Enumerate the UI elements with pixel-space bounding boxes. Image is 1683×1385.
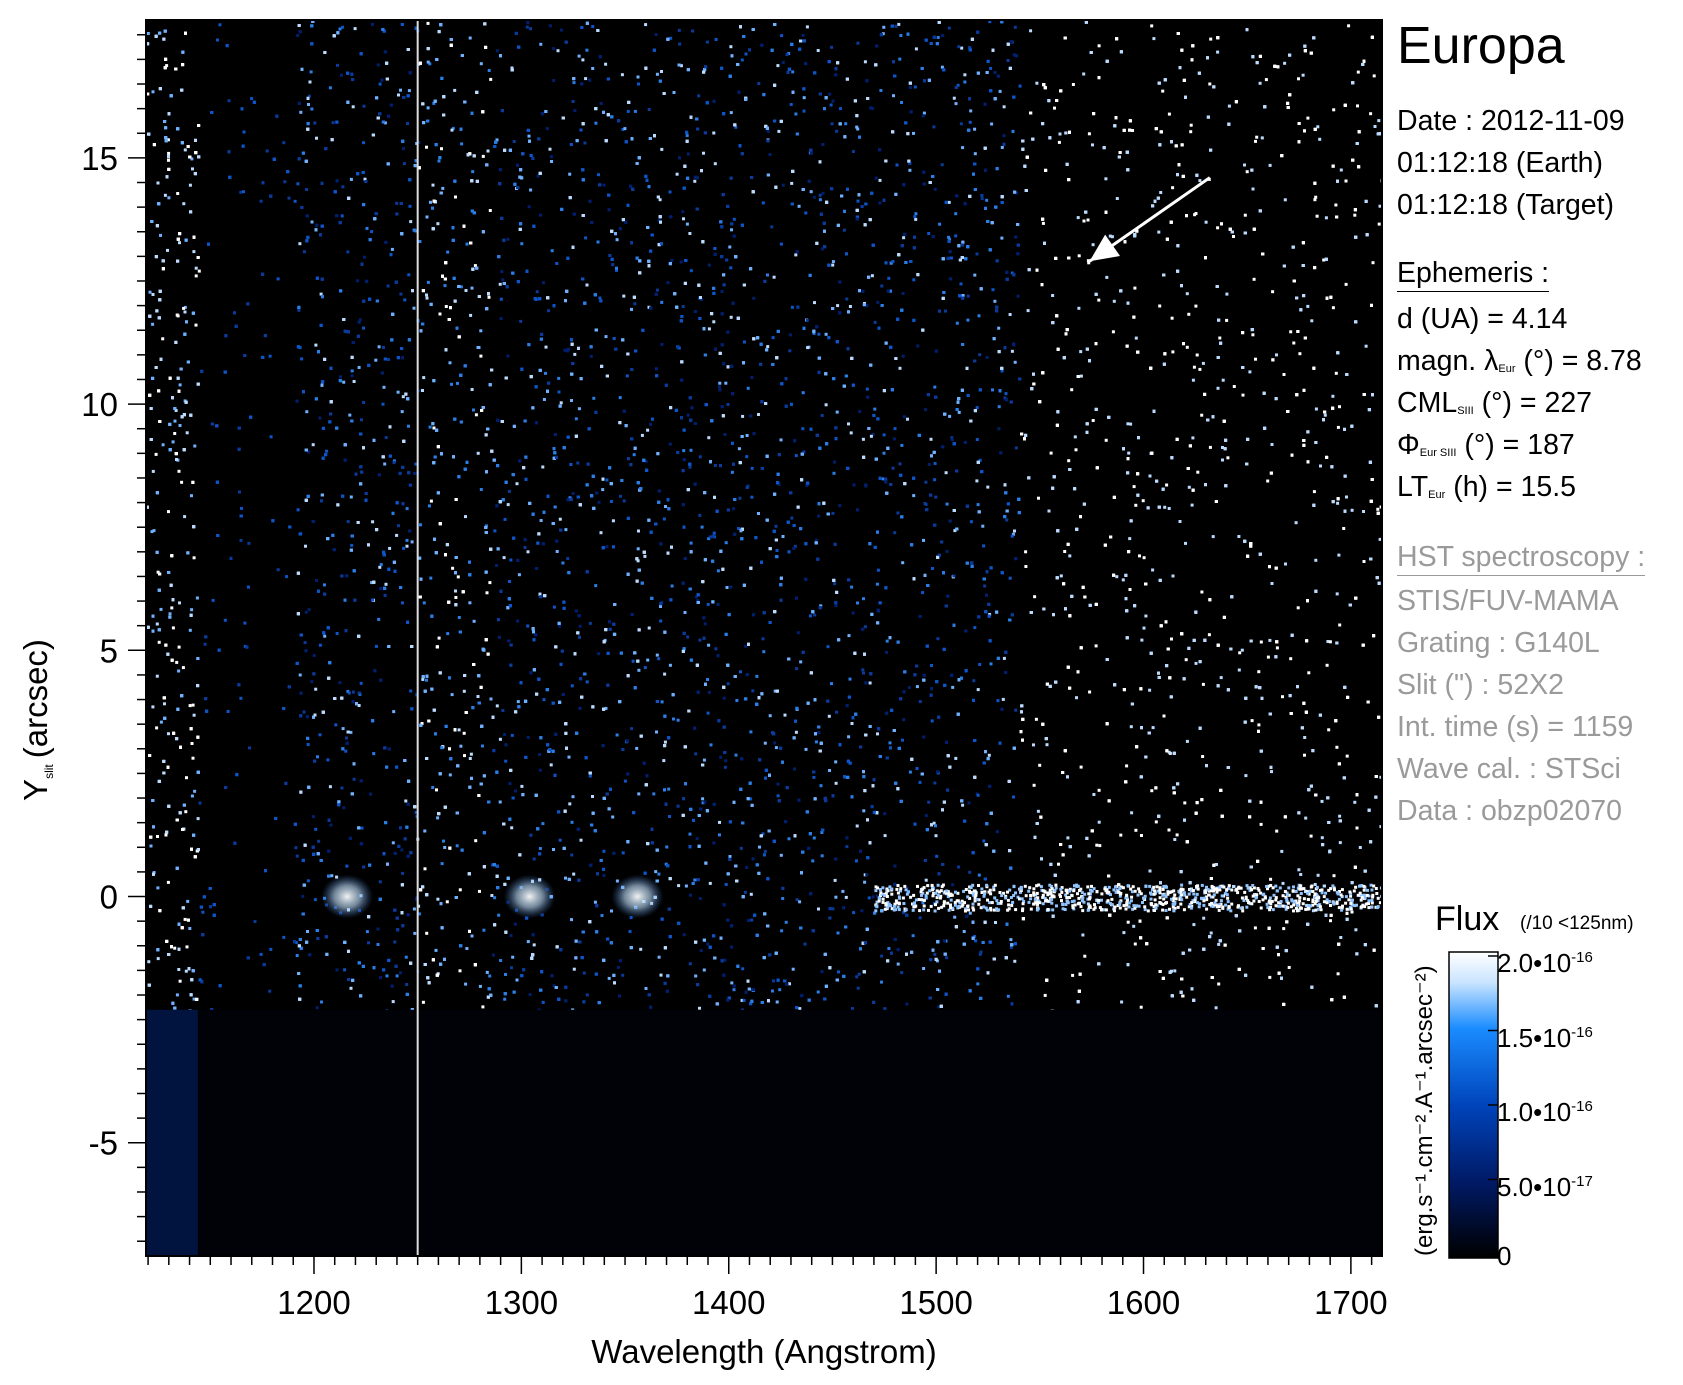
colorbar-tick-label: 1.5•10-16 <box>1497 1022 1593 1053</box>
y-tick-label: 10 <box>81 386 118 423</box>
y-tick-label: 15 <box>81 140 118 177</box>
date-line: Date : 2012-11-09 <box>1397 105 1625 137</box>
emission-feature-1 <box>503 874 556 919</box>
integration-time: Int. time (s) = 1159 <box>1397 711 1634 743</box>
earth-time: 01:12:18 (Earth) <box>1397 147 1603 179</box>
x-tick-label: 1300 <box>485 1284 558 1321</box>
spectrum-noise <box>146 20 1382 1013</box>
wave-calibration: Wave cal. : STSci <box>1397 753 1621 785</box>
x-tick-label: 1200 <box>277 1284 350 1321</box>
emission-features <box>321 874 1382 919</box>
y-axis-title-sub: slit <box>42 764 56 779</box>
arrow-head <box>1089 234 1120 262</box>
instrument: STIS/FUV-MAMA <box>1397 585 1619 617</box>
y-axis: -5 0 5 10 15 <box>81 34 146 1242</box>
y-axis-title-unit: (arcsec) <box>17 639 54 758</box>
y-axis-title-main: Y <box>17 779 54 801</box>
cml-siii: CMLSIII (°) = 227 <box>1397 387 1593 419</box>
x-tick-label: 1600 <box>1107 1284 1180 1321</box>
x-tick-label: 1700 <box>1314 1284 1387 1321</box>
grating: Grating : G140L <box>1397 627 1600 659</box>
target-time: 01:12:18 (Target) <box>1397 189 1615 221</box>
below-slit-region <box>146 1009 1382 1256</box>
y-axis-title: Yslit (arcsec) <box>17 639 56 801</box>
emission-feature-2 <box>611 874 664 919</box>
data-id: Data : obzp02070 <box>1397 795 1623 827</box>
slit: Slit (") : 52X2 <box>1397 669 1564 701</box>
colorbar-tick-label: 1.0•10-16 <box>1497 1097 1593 1127</box>
distance-ua: d (UA) = 4.14 <box>1397 303 1568 335</box>
annotation-arrow <box>1088 176 1211 263</box>
x-tick-label: 1500 <box>899 1284 972 1321</box>
colorbar-tick-label: 0 <box>1497 1241 1512 1271</box>
y-tick-label: -5 <box>89 1125 118 1162</box>
below-slit-left-strip <box>146 1009 198 1256</box>
target-name: Europa <box>1397 17 1565 75</box>
hst-header: HST spectroscopy : <box>1397 541 1646 576</box>
plot-frame <box>145 19 1383 1257</box>
colorbar-title: Flux <box>1435 900 1500 938</box>
y-tick-label: 0 <box>100 879 118 916</box>
colorbar-ticks <box>1488 955 1498 1255</box>
emission-feature-0 <box>321 874 374 919</box>
colorbar-note: (/10 <125nm) <box>1520 913 1634 934</box>
colorbar-unit: (erg.s⁻¹.cm⁻².A⁻¹.arcsec⁻²) <box>1411 965 1438 1256</box>
x-tick-label: 1400 <box>692 1284 765 1321</box>
ephemeris-header: Ephemeris : <box>1397 257 1550 292</box>
local-time: LTEur (h) = 15.5 <box>1397 471 1576 503</box>
x-axis-title: Wavelength (Angstrom) <box>591 1333 936 1370</box>
x-axis: 1200 1300 1400 1500 1600 1700 <box>147 1256 1388 1321</box>
plot-area <box>145 19 1383 1257</box>
colorbar-tick-label: 5.0•10-17 <box>1497 1171 1593 1202</box>
magn-latitude: magn. λEur (°) = 8.78 <box>1397 345 1642 377</box>
phi-eur-siii: ΦEur SIII (°) = 187 <box>1397 429 1575 461</box>
y-tick-label: 5 <box>100 632 118 669</box>
colorbar-tick-label: 2.0•10-16 <box>1497 948 1593 978</box>
